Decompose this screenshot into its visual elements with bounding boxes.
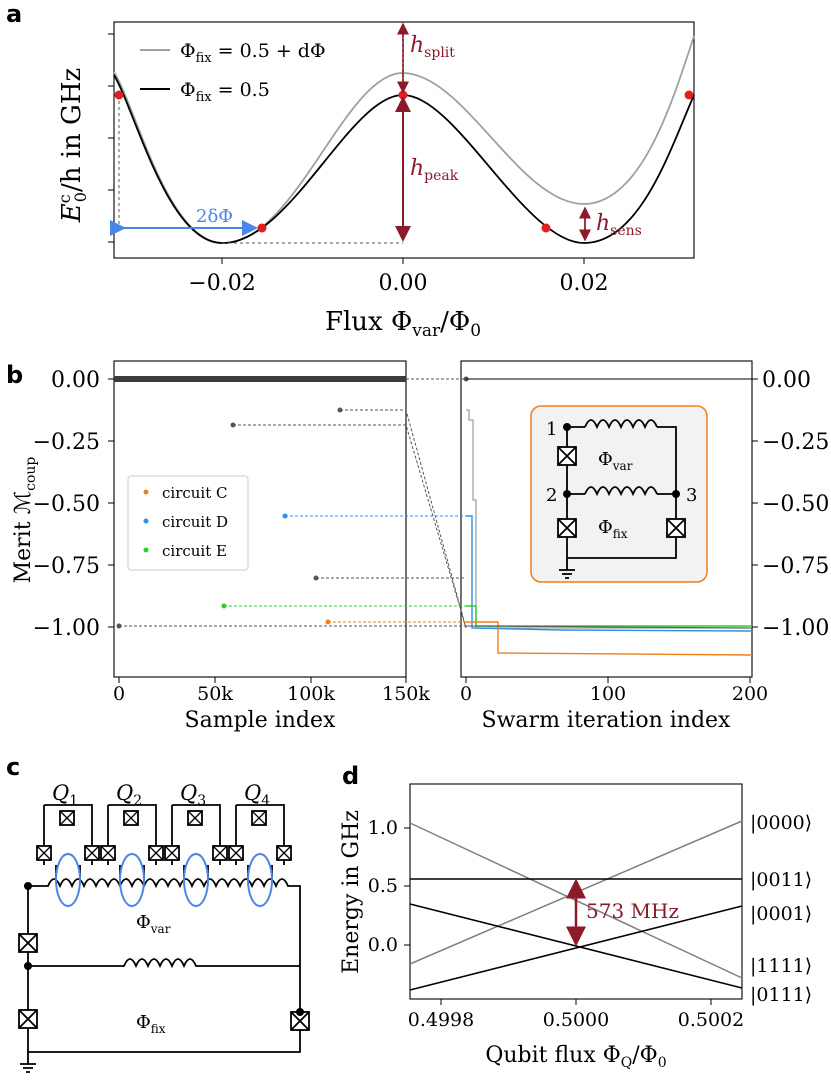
panel-b-left-frame	[113, 360, 407, 678]
c-phi-var: Φvar	[136, 912, 171, 936]
c-phi-fix: Φfix	[136, 1012, 166, 1036]
legend-circuit-e-marker	[143, 547, 149, 553]
b-left-xlabel: Sample index	[185, 708, 336, 733]
label-h-sens: hsens	[596, 211, 642, 239]
b-ytick-r-2: −0.50	[762, 492, 829, 517]
b-ytick-4: −1.00	[33, 616, 100, 641]
state-1111: |1111⟩	[750, 955, 812, 977]
inset-phi-fix: Φfix	[598, 517, 628, 541]
qubit-label-1: Q1	[52, 781, 78, 809]
trace-circuit-e	[466, 605, 752, 627]
b-ytick-r-4: −1.00	[762, 616, 829, 641]
b-xtick-l-0: 0	[113, 683, 125, 705]
b-xtick-r-0: 0	[460, 683, 472, 705]
flux-coupling-ellipses	[55, 853, 273, 907]
trace-circuit-c	[466, 621, 753, 656]
dot-left-inner	[257, 223, 267, 233]
legend-circuit-c: circuit C	[162, 484, 228, 502]
a-xlabel: Flux Φvar/Φ0	[325, 307, 481, 341]
circuit-inset: 1 2 3 Φvar Φfix	[530, 405, 708, 583]
b-right-xlabel: Swarm iteration index	[482, 708, 732, 733]
panel-d-letter: d	[342, 762, 359, 790]
b-xtick-l-2: 100k	[287, 683, 335, 705]
panel-b-chart: 0.00 −0.25 −0.50 −0.75 −1.00 0.00 −0.25 …	[11, 360, 829, 733]
panel-c-nodes	[24, 882, 304, 1016]
legend-black-label: Φfix = 0.5	[180, 79, 270, 105]
qubit-label-3: Q3	[180, 781, 206, 809]
d-ylabel: Energy in GHz	[339, 810, 364, 974]
b-ytick-r-3: −0.75	[762, 554, 829, 579]
trace-circuit-d	[466, 515, 753, 632]
d-xtick-0: 0.4998	[408, 1009, 474, 1031]
state-0011: |0011⟩	[750, 869, 812, 891]
qubit-loops	[43, 804, 285, 880]
delta-phi-label: 2δΦ	[196, 206, 233, 227]
inset-node-3: 3	[686, 485, 697, 506]
d-xtick-1: 0.5000	[543, 1009, 609, 1031]
b-ylabel: Merit ℳcoup	[11, 457, 39, 584]
b-ytick-r-0: 0.00	[762, 368, 811, 393]
panel-a-frame	[113, 21, 695, 259]
qubit-label-4: Q4	[244, 781, 270, 809]
b-xtick-r-1: 100	[590, 683, 626, 705]
b-legend-box	[127, 475, 249, 571]
b-ytick-3: −0.75	[33, 554, 100, 579]
inset-node-2: 2	[546, 485, 557, 506]
d-xtick-2: 0.5002	[678, 1009, 744, 1031]
panel-a-chart: 2δΦ hsplit hpeak hsens Φfix = 0.5 + dΦ Φ…	[55, 21, 695, 341]
dot-right	[684, 90, 694, 100]
qubit-label-2: Q2	[116, 781, 142, 809]
b-ytick-r-1: −0.25	[762, 430, 829, 455]
inset-node-1: 1	[546, 419, 557, 440]
sample-points	[116, 376, 469, 629]
panel-a-letter: a	[6, 0, 22, 28]
gap-label: 573 MHz	[586, 899, 679, 923]
inset-phi-var: Φvar	[598, 449, 633, 473]
state-0111: |0111⟩	[750, 984, 812, 1006]
level-0111	[409, 905, 743, 991]
a-xtick-2: 0.02	[560, 271, 609, 296]
legend-gray-label: Φfix = 0.5 + dΦ	[180, 40, 326, 66]
panel-c-letter: c	[6, 753, 20, 781]
state-0000: |0000⟩	[750, 812, 812, 834]
b-ytick-2: −0.50	[33, 492, 100, 517]
d-ytick-2: 0.0	[368, 934, 398, 956]
label-h-split: hsplit	[410, 33, 455, 61]
legend-circuit-d: circuit D	[162, 513, 228, 531]
panel-b-letter: b	[6, 361, 23, 389]
panel-d-chart: 1.0 0.5 0.0 0.4998 0.5000 0.5002 573 MHz…	[339, 783, 812, 1071]
legend-circuit-d-marker	[143, 518, 149, 524]
a-xtick-1: 0.00	[379, 271, 428, 296]
samples-zero-band	[114, 376, 406, 382]
b-ytick-0: 0.00	[51, 368, 100, 393]
d-ytick-1: 0.5	[368, 875, 398, 897]
legend-circuit-c-marker	[143, 489, 149, 495]
b-xtick-l-1: 50k	[197, 683, 233, 705]
a-ylabel: Ec0/h in GHz	[55, 68, 90, 223]
label-h-peak: hpeak	[410, 156, 459, 184]
dot-left	[114, 90, 124, 100]
b-xtick-l-3: 150k	[382, 683, 430, 705]
panel-c-circuit	[18, 804, 310, 1073]
dot-right-inner	[541, 223, 551, 233]
panel-b-right-frame	[460, 360, 753, 678]
b-ytick-1: −0.25	[33, 430, 100, 455]
d-ytick-0: 1.0	[368, 817, 398, 839]
b-xtick-r-2: 200	[732, 683, 768, 705]
legend-circuit-e: circuit E	[162, 542, 227, 560]
state-0001: |0001⟩	[750, 903, 812, 925]
a-xtick-0: −0.02	[188, 271, 255, 296]
d-xlabel: Qubit flux ΦQ/Φ0	[485, 1043, 666, 1071]
